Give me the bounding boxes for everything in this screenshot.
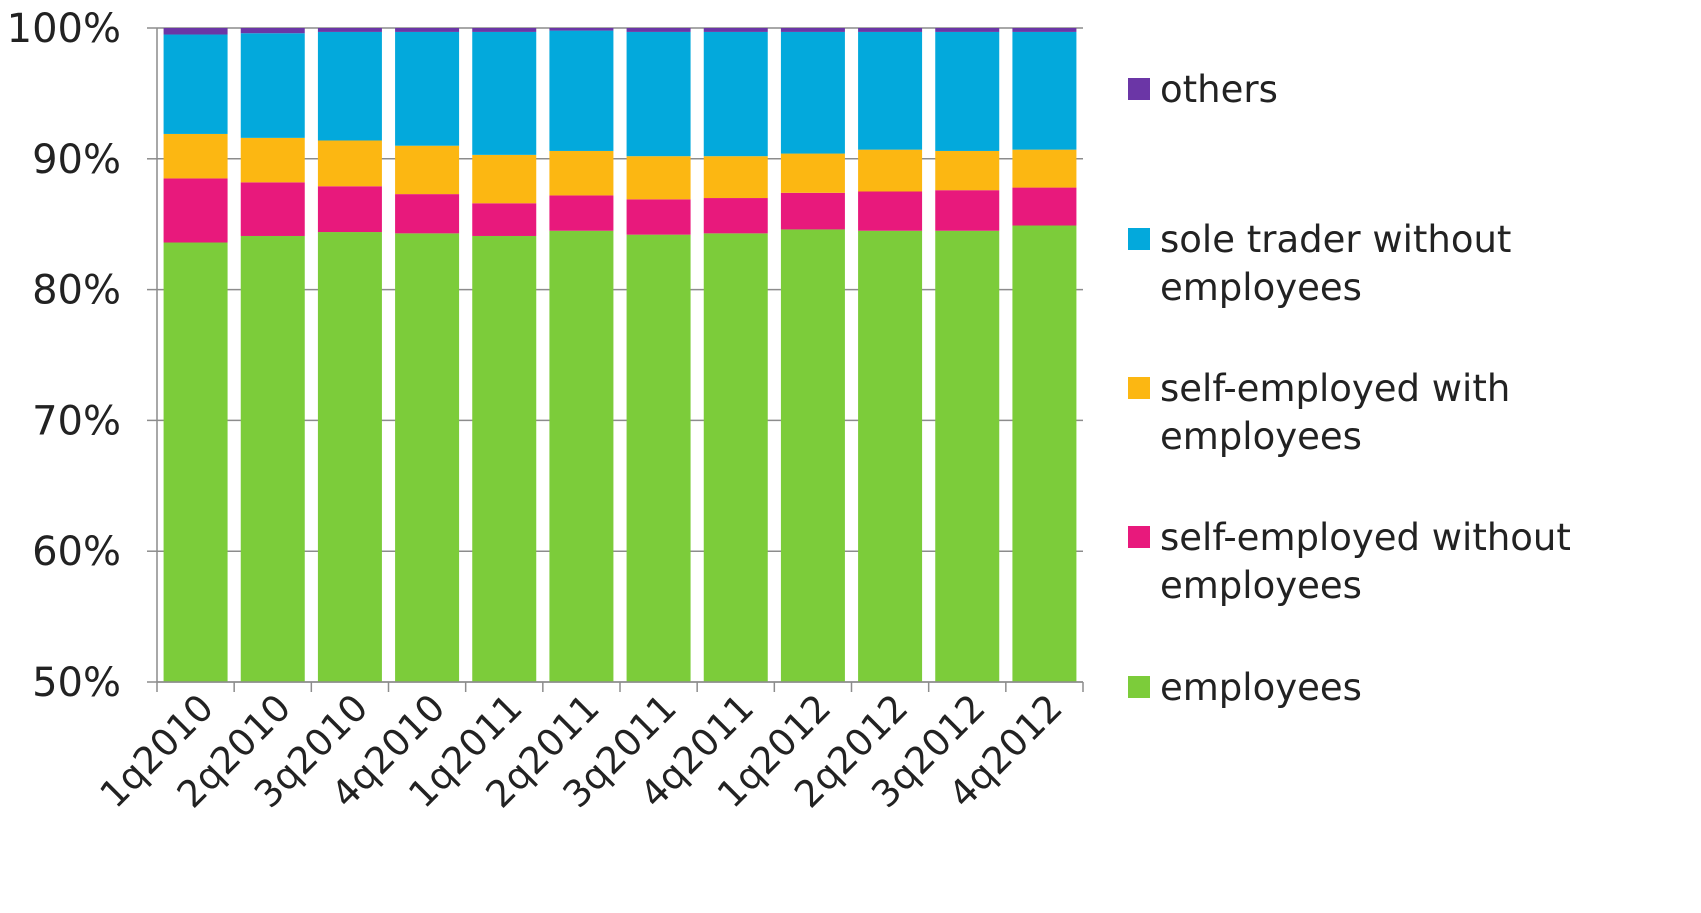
bar-segment-others: [703, 28, 768, 32]
legend-label: employees: [1160, 564, 1362, 607]
bar-segment-self-employed-with-employees: [703, 156, 768, 199]
bar-segment-others: [780, 28, 845, 32]
bar-segment-self-employed-with-employees: [780, 153, 845, 193]
bar-segment-others: [935, 28, 1000, 32]
bar-segment-sole-trader-without-employees: [780, 31, 845, 154]
legend: others sole trader without employees self-e…: [1128, 68, 1571, 709]
axes: [147, 27, 1084, 692]
bar-stacks: [163, 28, 1077, 683]
bar-segment-others: [472, 28, 537, 32]
bar-segment-employees: [472, 235, 537, 683]
bar-segment-employees: [317, 232, 382, 682]
bar-segment-employees: [858, 230, 923, 683]
bar-segment-self-employed-with-employees: [1012, 149, 1077, 188]
bar-segment-others: [163, 28, 228, 35]
y-tick-label: 70%: [32, 398, 121, 444]
bar-segment-employees: [1012, 225, 1077, 682]
bar-segment-employees: [626, 234, 691, 682]
legend-swatch: [1128, 676, 1150, 698]
legend-label: employees: [1160, 266, 1362, 309]
bar-segment-sole-trader-without-employees: [472, 31, 537, 155]
legend-label: employees: [1160, 666, 1362, 709]
bar-segment-self-employed-with-employees: [549, 150, 614, 196]
bar-segment-others: [858, 28, 923, 32]
bar-segment-self-employed-with-employees: [395, 145, 460, 195]
y-axis-tick-labels: 50% 60% 70% 80% 90% 100%: [7, 6, 121, 706]
bar-segment-sole-trader-without-employees: [317, 31, 382, 141]
bar-segment-sole-trader-without-employees: [1012, 31, 1077, 150]
bar-segment-sole-trader-without-employees: [240, 33, 305, 138]
y-tick-label: 50%: [32, 660, 121, 706]
bar-segment-others: [549, 28, 614, 31]
bar-segment-self-employed-without-employees: [1012, 187, 1077, 226]
bar-segment-others: [626, 28, 691, 32]
legend-swatch: [1128, 78, 1150, 100]
bar-segment-employees: [935, 230, 1000, 683]
legend-swatch: [1128, 377, 1150, 399]
bar-segment-others: [240, 28, 305, 34]
legend-label: employees: [1160, 415, 1362, 458]
bar-segment-employees: [703, 233, 768, 682]
bar-segment-self-employed-without-employees: [935, 190, 1000, 231]
legend-label: self-employed with: [1160, 367, 1510, 410]
bar-segment-self-employed-without-employees: [317, 186, 382, 233]
bar-segment-self-employed-without-employees: [626, 199, 691, 235]
bar-segment-employees: [549, 230, 614, 683]
bar-segment-sole-trader-without-employees: [858, 31, 923, 150]
bar-segment-self-employed-with-employees: [626, 156, 691, 200]
legend-label: self-employed without: [1160, 516, 1571, 559]
bar-segment-sole-trader-without-employees: [549, 30, 614, 151]
bar-segment-self-employed-with-employees: [163, 133, 228, 179]
bar-segment-others: [1012, 28, 1077, 32]
legend-swatch: [1128, 228, 1150, 250]
legend-label: others: [1160, 68, 1278, 111]
x-axis-tick-labels: 1q20102q20103q20104q20101q20112q20113q20…: [92, 686, 1071, 816]
bar-segment-self-employed-without-employees: [472, 203, 537, 236]
bar-segment-sole-trader-without-employees: [163, 34, 228, 134]
bar-segment-self-employed-with-employees: [858, 149, 923, 192]
bar-segment-self-employed-without-employees: [858, 191, 923, 231]
bar-segment-self-employed-without-employees: [780, 192, 845, 230]
bar-segment-self-employed-without-employees: [240, 182, 305, 236]
bar-segment-self-employed-without-employees: [703, 198, 768, 234]
bar-segment-employees: [780, 229, 845, 682]
bar-segment-sole-trader-without-employees: [935, 31, 1000, 151]
y-tick-label: 100%: [7, 6, 121, 52]
bar-segment-sole-trader-without-employees: [626, 31, 691, 157]
bar-segment-self-employed-without-employees: [395, 194, 460, 234]
bar-segment-others: [395, 28, 460, 32]
y-tick-label: 60%: [32, 529, 121, 575]
legend-swatch: [1128, 526, 1150, 548]
bar-segment-sole-trader-without-employees: [703, 31, 768, 157]
bar-segment-sole-trader-without-employees: [395, 31, 460, 146]
bar-segment-employees: [163, 242, 228, 682]
bar-segment-self-employed-with-employees: [240, 137, 305, 183]
bar-segment-self-employed-with-employees: [317, 140, 382, 187]
bar-segment-employees: [240, 235, 305, 683]
bar-segment-self-employed-without-employees: [549, 195, 614, 231]
y-tick-label: 90%: [32, 137, 121, 183]
bar-segment-employees: [395, 233, 460, 682]
bar-segment-self-employed-without-employees: [163, 178, 228, 243]
bar-segment-self-employed-with-employees: [935, 150, 1000, 191]
y-tick-label: 80%: [32, 268, 121, 314]
bar-segment-self-employed-with-employees: [472, 154, 537, 204]
legend-label: sole trader without: [1160, 218, 1511, 261]
bar-segment-others: [317, 28, 382, 32]
